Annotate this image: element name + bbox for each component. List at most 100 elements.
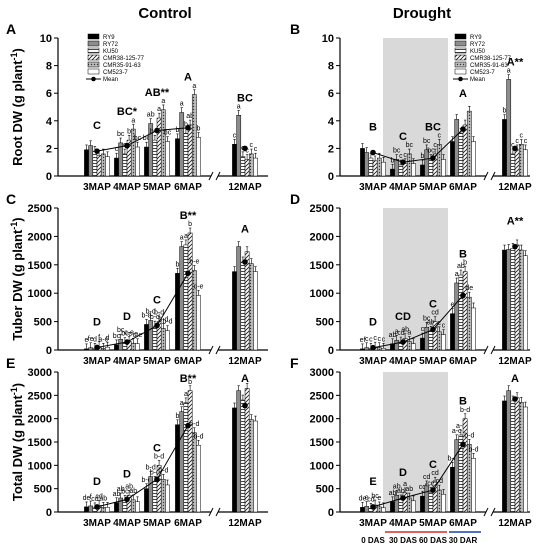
bar-ry9 [450, 466, 455, 513]
bar-cm523-7 [523, 255, 528, 351]
legend-label: RY72 [103, 42, 119, 48]
bar-letter: ab [393, 483, 401, 490]
bar-cm523-7 [441, 494, 446, 513]
bar-letter: a [184, 233, 188, 240]
bar-ry9 [144, 146, 149, 177]
y-tick-label: 1500 [28, 260, 52, 272]
bar-letter: a [403, 481, 407, 488]
bar-letter: b-d [464, 432, 474, 439]
bar-letter: b [127, 128, 131, 135]
bar-letter: a [192, 83, 196, 90]
bar-cmr35-91-63 [130, 342, 136, 351]
bar-letter: cd [419, 484, 427, 491]
drought-stress-shade [383, 208, 448, 350]
bar-letter: ab [147, 112, 155, 119]
mean-letter: D [369, 317, 377, 329]
bar-ry72 [236, 246, 242, 351]
bar-ry72 [424, 485, 430, 513]
bar-ry72 [236, 390, 242, 513]
legend-swatch [454, 40, 467, 47]
bar-ry72 [118, 338, 124, 351]
y-tick-label: 2000 [28, 231, 52, 243]
bar-letter: ab [125, 483, 133, 490]
bar-ku50 [510, 400, 516, 513]
bar-cmr35-91-63 [466, 444, 472, 513]
bar-letter: e [377, 495, 381, 502]
mean-letter: BC [425, 121, 441, 133]
y-tick-label: 2 [46, 143, 52, 155]
bar-cm523-7 [135, 343, 140, 351]
bar-ry9 [420, 164, 425, 177]
x-tick-label: 3MAP [359, 182, 387, 193]
bar-ry72 [179, 246, 185, 351]
bar-letter: c [254, 146, 258, 153]
x-tick-label: 5MAP [419, 518, 447, 529]
bar-letter: e [451, 302, 455, 309]
x-tick-label: 4MAP [389, 182, 417, 193]
legend-swatch [87, 47, 100, 54]
y-tick-label: 2000 [28, 414, 52, 426]
bar-cmr35-91-63 [100, 507, 106, 513]
phase-label: 30 DAS [389, 536, 418, 545]
bar-cmr38-125-77 [514, 149, 520, 177]
bar-cmr35-91-63 [406, 497, 412, 513]
bar-letter: bc [423, 138, 431, 145]
bar-cmr38-125-77 [462, 124, 468, 177]
mean-letter: B [369, 122, 377, 134]
bar-letter: cd [397, 330, 405, 337]
bar-ry72 [394, 159, 400, 177]
bar-letter: b [176, 261, 180, 268]
bar-ry9 [360, 348, 365, 351]
legend-swatch [454, 47, 467, 54]
bar-cmr35-91-63 [436, 331, 442, 351]
y-tick-label: 500 [34, 317, 52, 329]
mean-letter: CD [395, 311, 411, 323]
legend-label: CMR38-125-77 [470, 56, 512, 62]
bar-letter: c [421, 326, 425, 333]
axis-break-mark [483, 171, 489, 181]
bar-ry9 [144, 488, 149, 513]
mean-point [154, 127, 160, 134]
bar-letter: cd [91, 496, 99, 503]
bar-ry72 [454, 282, 460, 351]
bar-cmr35-91-63 [100, 348, 106, 351]
bar-letter: f [98, 335, 100, 342]
bar-cmr38-125-77 [187, 232, 193, 351]
legend-label: KU50 [103, 49, 119, 55]
bar-ry9 [450, 313, 455, 351]
bar-cmr38-125-77 [514, 397, 520, 513]
x-tick-label: 12MAP [228, 518, 262, 529]
bar-letter: bc [121, 488, 129, 495]
bar-letter: b [176, 127, 180, 134]
mean-letter: C [153, 442, 161, 454]
bar-letter: ab [113, 491, 121, 498]
bar-ry9 [114, 344, 119, 351]
bar-ry72 [148, 476, 154, 513]
y-tick-label: 1500 [310, 437, 334, 449]
bar-letter: a-c [456, 423, 466, 430]
bar-letter: a [455, 271, 459, 278]
mean-point [124, 496, 130, 503]
y-tick-label: 0 [328, 171, 334, 183]
bar-ry9 [502, 400, 507, 513]
bar-ry72 [88, 347, 94, 351]
bar-cmr35-91-63 [160, 109, 166, 177]
bar-ry72 [148, 320, 154, 351]
bar-letter: c [399, 153, 403, 160]
bar-letter: ab [99, 495, 107, 502]
mean-letter: A [241, 224, 249, 236]
bar-cmr35-91-63 [160, 328, 166, 351]
bar-cmr35-91-63 [466, 110, 472, 177]
bar-letter: b-d [162, 319, 172, 326]
bar-letter: ab [427, 319, 435, 326]
bar-letter: b [197, 126, 201, 133]
bar-letter: a [237, 103, 241, 110]
legend-marker [458, 76, 463, 82]
bar-cmr35-91-63 [436, 144, 442, 177]
bar-ry72 [364, 152, 370, 177]
bar-letter: cd [431, 470, 439, 477]
x-tick-label: 5MAP [143, 182, 171, 193]
y-axis-label: Total DW (g plant-1) [9, 383, 25, 501]
bar-ku50 [458, 274, 464, 351]
bar-letter: b [184, 121, 188, 128]
